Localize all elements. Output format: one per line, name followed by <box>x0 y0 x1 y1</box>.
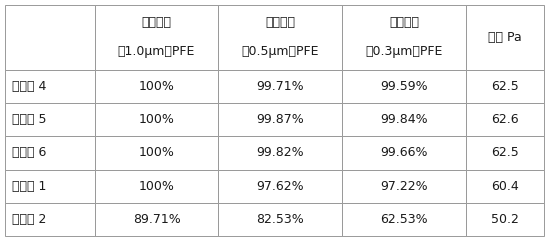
Bar <box>5 136 94 170</box>
Text: 100%: 100% <box>138 80 175 93</box>
Text: 对比例 2: 对比例 2 <box>12 213 47 226</box>
Bar <box>94 203 219 236</box>
Bar <box>94 5 219 70</box>
Bar <box>219 203 342 236</box>
Text: 对比例 1: 对比例 1 <box>12 180 47 193</box>
Text: 实施例 4: 实施例 4 <box>12 80 47 93</box>
Text: 62.53%: 62.53% <box>380 213 428 226</box>
Bar <box>342 170 466 203</box>
Text: （1.0μm）PFE: （1.0μm）PFE <box>118 45 195 58</box>
Bar <box>342 103 466 136</box>
Bar <box>466 70 544 103</box>
Text: （0.3μm）PFE: （0.3μm）PFE <box>365 45 442 58</box>
Text: 实施例 6: 实施例 6 <box>12 146 47 159</box>
Bar <box>219 103 342 136</box>
Bar <box>342 136 466 170</box>
Text: 100%: 100% <box>138 146 175 159</box>
Bar <box>94 136 219 170</box>
Bar <box>219 170 342 203</box>
Bar <box>466 203 544 236</box>
Text: 62.5: 62.5 <box>491 80 519 93</box>
Text: 62.5: 62.5 <box>491 146 519 159</box>
Text: 82.53%: 82.53% <box>256 213 304 226</box>
Text: 99.87%: 99.87% <box>256 113 304 126</box>
Bar <box>219 136 342 170</box>
Text: 89.71%: 89.71% <box>133 213 181 226</box>
Text: 99.82%: 99.82% <box>256 146 304 159</box>
Bar <box>466 170 544 203</box>
Bar <box>5 5 94 70</box>
Bar <box>5 70 94 103</box>
Text: 实施例 5: 实施例 5 <box>12 113 47 126</box>
Text: 99.71%: 99.71% <box>256 80 304 93</box>
Text: 62.6: 62.6 <box>491 113 518 126</box>
Bar <box>342 5 466 70</box>
Bar <box>342 203 466 236</box>
Bar <box>466 103 544 136</box>
Text: 50.2: 50.2 <box>491 213 519 226</box>
Text: 99.59%: 99.59% <box>380 80 428 93</box>
Text: 99.66%: 99.66% <box>380 146 428 159</box>
Text: 99.84%: 99.84% <box>380 113 428 126</box>
Bar <box>94 170 219 203</box>
Text: 100%: 100% <box>138 113 175 126</box>
Bar <box>466 136 544 170</box>
Text: 阻力 Pa: 阻力 Pa <box>488 31 522 44</box>
Bar <box>94 103 219 136</box>
Text: （0.5μm）PFE: （0.5μm）PFE <box>242 45 319 58</box>
Bar <box>342 70 466 103</box>
Bar <box>219 5 342 70</box>
Text: 100%: 100% <box>138 180 175 193</box>
Text: 过滤效率: 过滤效率 <box>389 16 419 29</box>
Text: 97.22%: 97.22% <box>380 180 428 193</box>
Bar <box>5 203 94 236</box>
Bar <box>5 170 94 203</box>
Text: 过滤效率: 过滤效率 <box>142 16 171 29</box>
Text: 过滤效率: 过滤效率 <box>265 16 295 29</box>
Text: 60.4: 60.4 <box>491 180 519 193</box>
Bar <box>94 70 219 103</box>
Text: 97.62%: 97.62% <box>256 180 304 193</box>
Bar <box>219 70 342 103</box>
Bar <box>5 103 94 136</box>
Bar <box>466 5 544 70</box>
